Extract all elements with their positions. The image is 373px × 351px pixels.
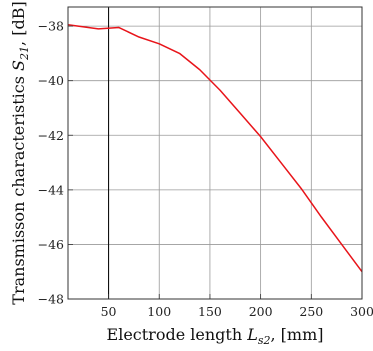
x-tick-label: 200 [249,304,273,319]
y-tick-label: −44 [38,182,64,197]
series-layer [67,23,363,273]
x-tick-label: 50 [101,304,117,319]
x-tick-label: 150 [198,304,222,319]
tick-marks [68,25,363,300]
series-line [67,23,363,273]
plot-frame [67,6,363,300]
y-tick-label: −40 [38,73,64,88]
x-tick-label: 300 [350,304,373,319]
y-tick-label: −48 [38,292,64,307]
y-tick-label: −46 [38,237,64,252]
grid [68,7,363,300]
y-tick-label: −42 [38,128,64,143]
tick-labels: 50 100 150 200 250 300 −38 −40 −42 −44 −46 −48 [38,19,373,319]
x-axis-label: Electrode length Ls2, [mm] [107,325,324,347]
y-axis-label: Transmisson characteristics S21, [dB] [9,1,31,304]
x-tick-label: 250 [299,304,323,319]
x-tick-label: 100 [147,304,171,319]
y-tick-label: −38 [38,19,64,34]
